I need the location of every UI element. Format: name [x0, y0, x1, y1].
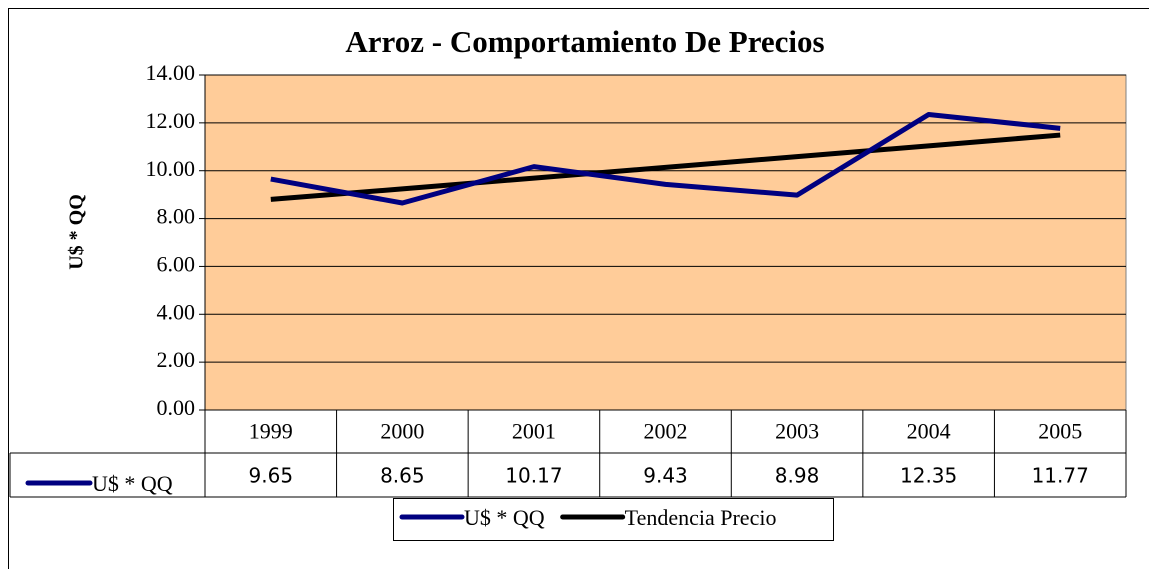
table-value: 12.35	[900, 464, 957, 488]
x-tick-label: 2001	[512, 419, 556, 444]
y-tick-label: 2.00	[157, 347, 196, 372]
y-tick-label: 8.00	[157, 204, 196, 229]
x-tick-label: 2000	[380, 419, 424, 444]
y-tick-label: 10.00	[146, 156, 196, 181]
x-tick-label: 2005	[1038, 419, 1082, 444]
x-tick-label: 2002	[644, 419, 688, 444]
table-value: 8.65	[380, 464, 425, 488]
x-tick-label: 2003	[775, 419, 819, 444]
y-axis-label: U$ * QQ	[66, 194, 88, 270]
y-tick-label: 6.00	[157, 251, 196, 276]
legend-label: Tendencia Precio	[625, 505, 777, 530]
y-tick-label: 0.00	[157, 395, 196, 420]
chart-title: Arroz - Comportamiento De Precios	[345, 24, 824, 59]
table-series-name: U$ * QQ	[92, 471, 173, 496]
y-tick-label: 14.00	[146, 60, 196, 85]
table-value: 9.65	[249, 464, 294, 488]
table-value: 10.17	[505, 464, 562, 488]
table-value: 8.98	[775, 464, 820, 488]
legend-label: U$ * QQ	[464, 505, 545, 530]
x-tick-label: 2004	[907, 419, 951, 444]
x-tick-label: 1999	[249, 419, 293, 444]
table-value: 11.77	[1032, 464, 1089, 488]
series-line	[270, 132, 1061, 202]
table-value: 9.43	[643, 464, 688, 488]
plot-area	[204, 74, 1127, 411]
y-tick-label: 12.00	[146, 108, 196, 133]
y-tick-label: 4.00	[157, 299, 196, 324]
series-line	[270, 111, 1061, 206]
